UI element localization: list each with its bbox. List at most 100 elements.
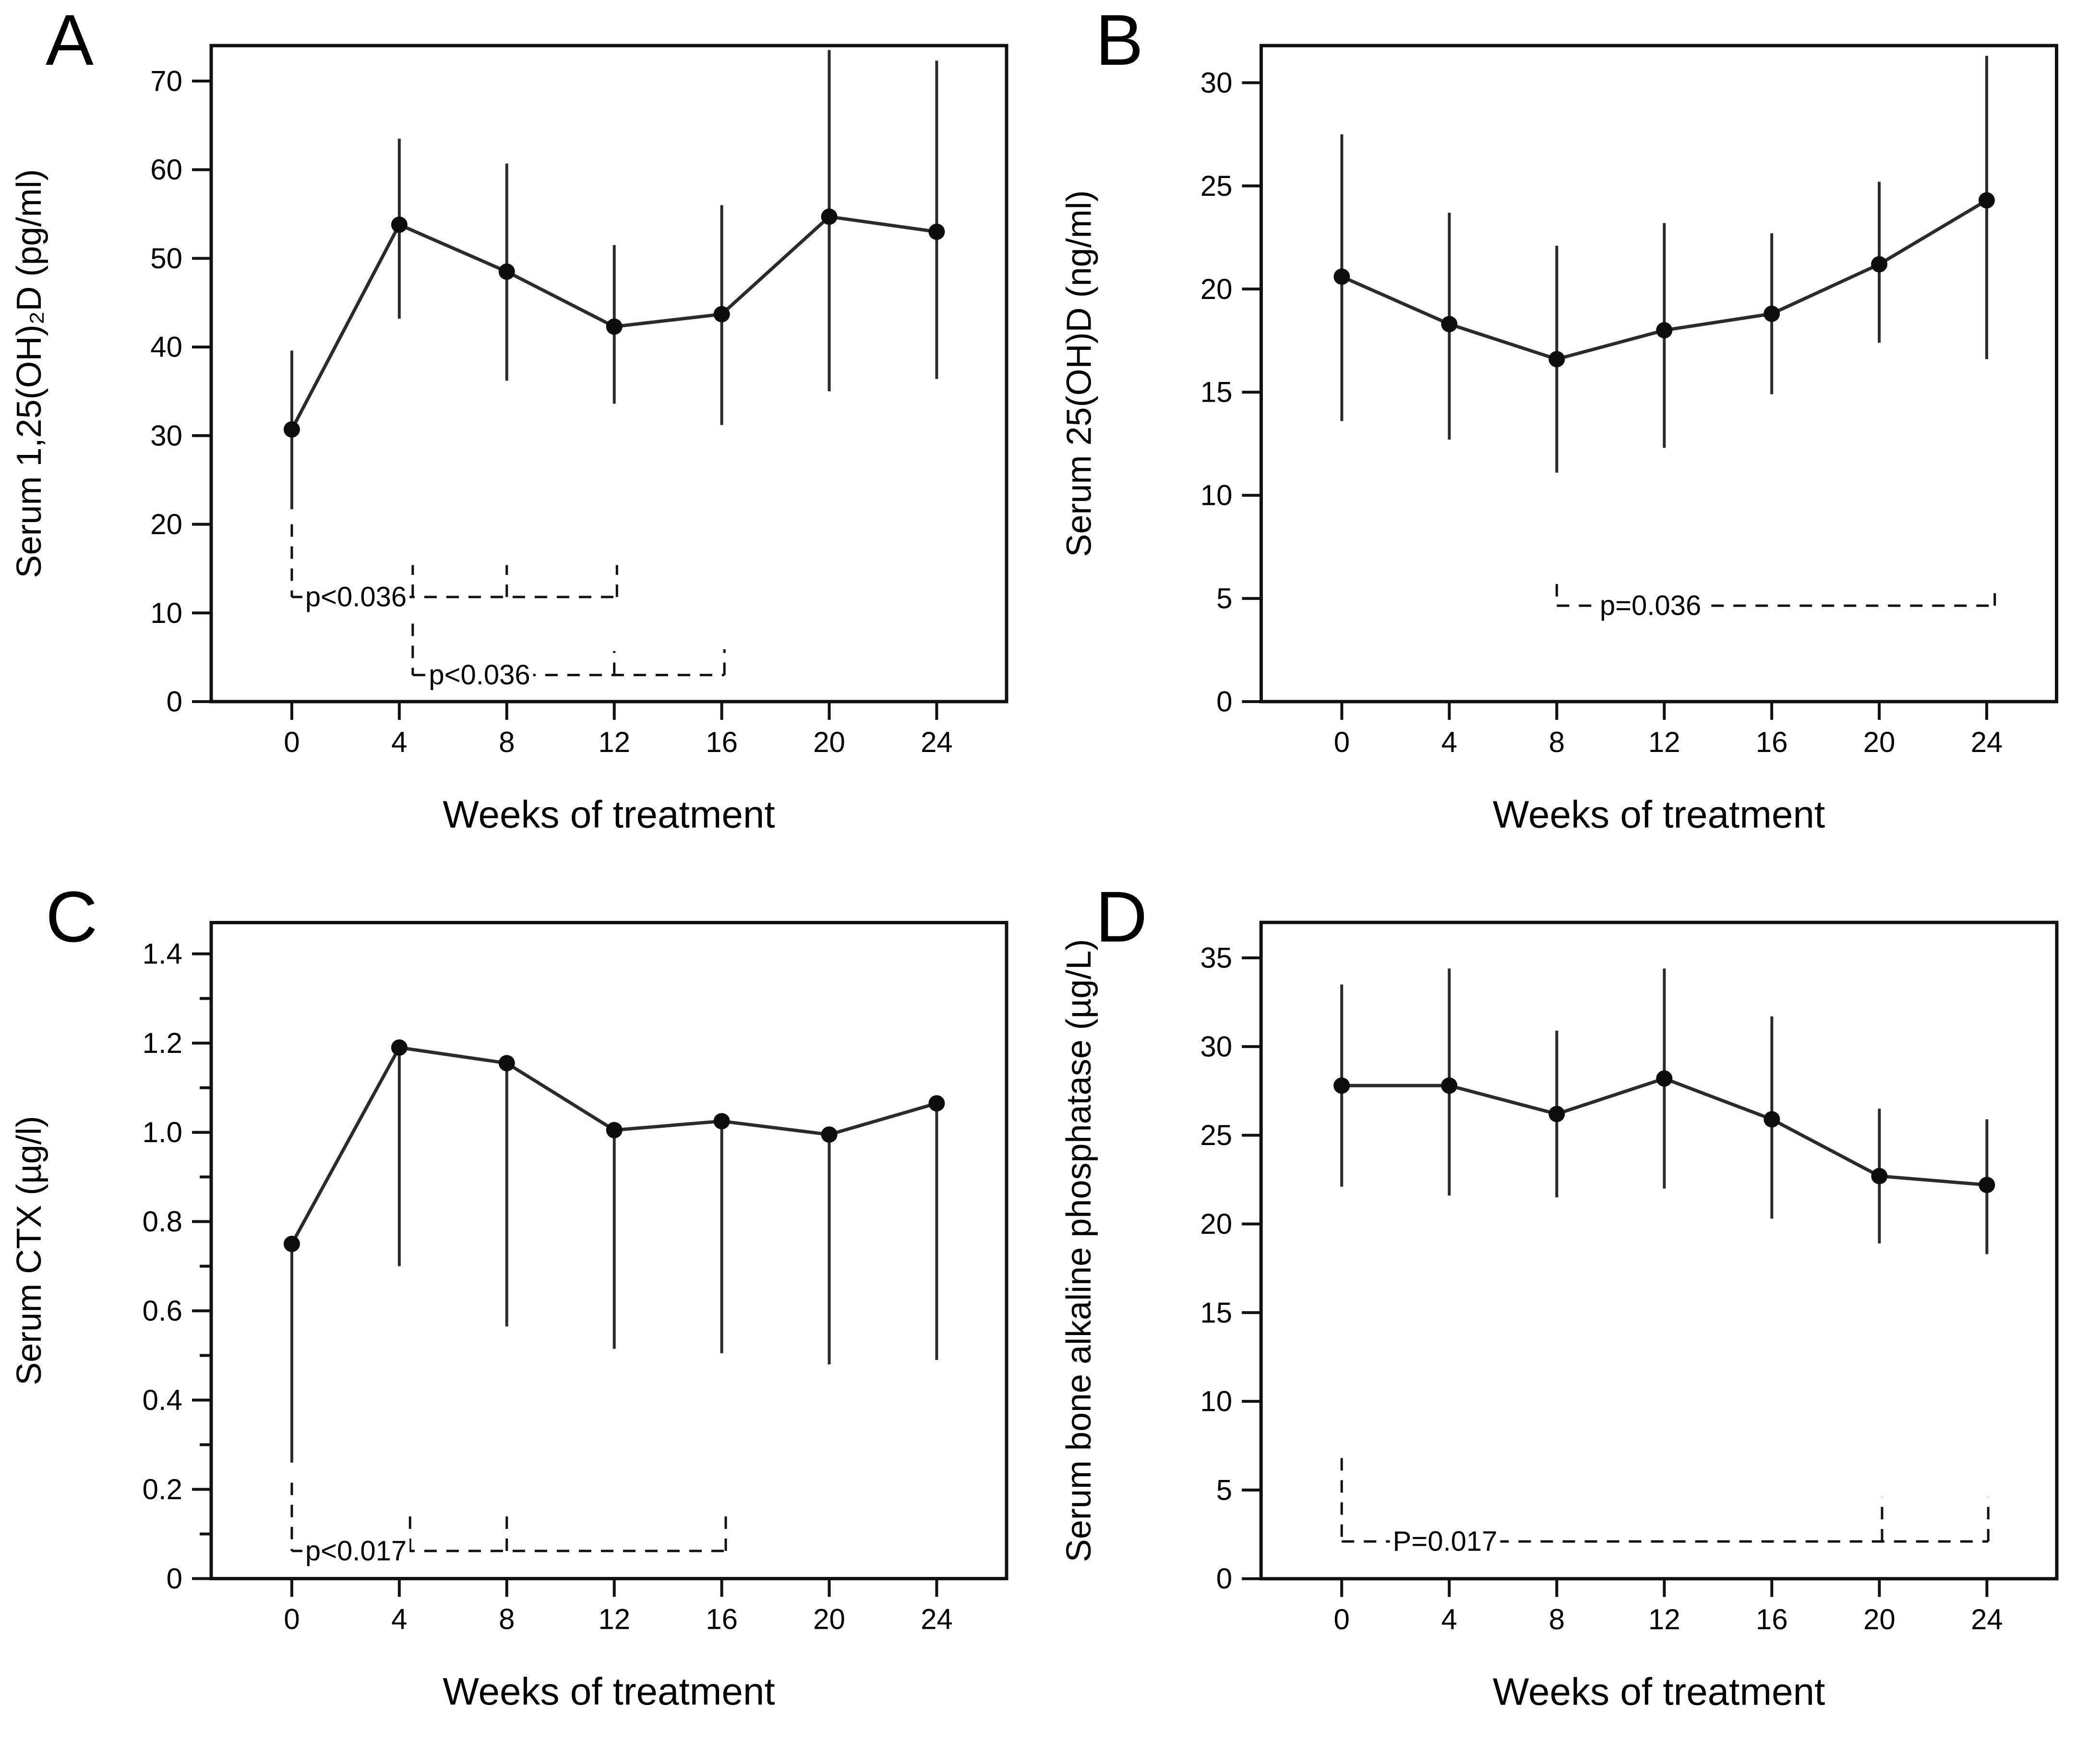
p-value-label-backing — [1390, 1526, 1500, 1557]
data-point-marker — [821, 1126, 838, 1143]
data-point-marker — [713, 1113, 730, 1130]
data-point-marker — [1441, 316, 1458, 333]
x-tick-label: 12 — [1648, 1603, 1680, 1635]
data-point-marker — [1548, 351, 1565, 368]
data-point-marker — [1871, 256, 1888, 273]
data-point-marker — [713, 306, 730, 322]
tick-labels: 0 5 10 15 20 25 30 35 0 4 8 12 16 20 24 — [1200, 942, 2003, 1635]
x-tick-label: 0 — [1334, 1603, 1350, 1635]
y-tick-label: 35 — [1200, 942, 1232, 974]
y-tick-label: 70 — [150, 65, 182, 97]
panel-d-letter: D — [1095, 876, 1148, 957]
p-value-label: p=0.036 — [1600, 590, 1701, 621]
y-tick-label: 30 — [150, 419, 182, 452]
data-point-marker — [1871, 1168, 1888, 1184]
y-axis-title: Serum CTX (µg/l) — [10, 1116, 48, 1385]
x-tick-label: 4 — [1441, 726, 1457, 758]
x-tick-label: 20 — [813, 726, 845, 758]
x-tick-label: 16 — [1756, 1603, 1788, 1635]
x-axis-title: Weeks of treatment — [1493, 1670, 1825, 1713]
y-tick-label: 25 — [1200, 170, 1233, 202]
x-tick-label: 12 — [1648, 726, 1680, 758]
y-tick-label: 5 — [1216, 583, 1232, 615]
y-tick-label: 5 — [1216, 1474, 1232, 1506]
data-point-marker — [1333, 1077, 1350, 1094]
panel-c-chart: 0 0.2 0.4 0.6 0.8 1.0 1.2 1.4 0 4 8 12 16 20 24 Weeks o… — [10, 921, 1008, 1713]
data-point-marker — [1978, 192, 1995, 209]
p-value-label-backing — [426, 659, 533, 691]
data-point-marker — [283, 1236, 300, 1253]
x-tick-label: 8 — [1549, 726, 1565, 758]
y-tick-label: 1.0 — [143, 1116, 182, 1148]
data-points — [283, 208, 945, 438]
x-tick-label: 0 — [284, 1603, 300, 1635]
x-tick-label: 4 — [391, 726, 407, 758]
x-tick-label: 24 — [921, 726, 953, 758]
x-axis-title: Weeks of treatment — [443, 793, 775, 836]
x-tick-label: 4 — [391, 1603, 407, 1635]
axes — [192, 44, 1008, 720]
data-point-marker — [606, 1122, 623, 1138]
error-bars — [290, 50, 938, 510]
x-tick-label: 8 — [499, 1603, 515, 1635]
x-tick-label: 20 — [1863, 1603, 1896, 1635]
panel-c-letter: C — [46, 876, 98, 957]
panel-c: C 0 0.2 0.4 0.6 0.8 1.0 1.2 1.4 0 4 8 12 16 20 24 Weeks… — [0, 877, 1050, 1754]
y-tick-label: 10 — [150, 597, 182, 629]
data-point-marker — [928, 1095, 945, 1112]
error-bars — [290, 1047, 938, 1463]
x-tick-label: 8 — [499, 726, 515, 758]
x-tick-label: 20 — [813, 1603, 845, 1635]
x-tick-label: 16 — [706, 1603, 738, 1635]
y-tick-label: 15 — [1200, 376, 1233, 408]
y-axis-title: Serum 1,25(OH)₂D (pg/ml) — [10, 169, 48, 578]
y-tick-label: 20 — [1200, 1208, 1232, 1240]
y-axis-title: Serum 25(OH)D (ng/ml) — [1060, 190, 1099, 557]
y-tick-label: 0 — [1216, 1563, 1232, 1595]
axes — [1242, 920, 2059, 1597]
x-tick-label: 24 — [921, 1603, 953, 1635]
p-value-label-backing — [302, 581, 410, 613]
panel-a-letter: A — [46, 0, 94, 80]
y-tick-label: 1.4 — [143, 938, 182, 970]
error-bars — [1340, 56, 1988, 473]
axes — [192, 921, 1008, 1597]
p-value-label: p<0.017 — [305, 1535, 407, 1566]
y-tick-label: 0.8 — [143, 1205, 182, 1238]
y-tick-label: 30 — [1200, 1030, 1232, 1062]
x-tick-label: 24 — [1971, 726, 2003, 758]
x-tick-label: 12 — [598, 726, 630, 758]
x-tick-label: 24 — [1971, 1603, 2003, 1635]
panel-b-chart: 0 5 10 15 20 25 30 0 4 8 12 16 20 24 Weeks of treatmen… — [1060, 44, 2058, 836]
tick-labels: 0 0.2 0.4 0.6 0.8 1.0 1.2 1.4 0 4 8 12 16 20 24 — [143, 938, 953, 1635]
x-tick-label: 12 — [598, 1603, 630, 1635]
y-tick-label: 1.2 — [143, 1027, 182, 1059]
panel-a: A 0 10 20 30 40 50 60 70 0 4 8 12 16 20 24 Weeks of tre… — [0, 0, 1050, 877]
x-axis-title: Weeks of treatment — [443, 1670, 775, 1713]
panel-b-letter: B — [1095, 0, 1144, 80]
data-point-marker — [391, 216, 408, 233]
panel-a-chart: 0 10 20 30 40 50 60 70 0 4 8 12 16 20 24 Weeks of treat… — [10, 44, 1008, 836]
x-tick-label: 0 — [284, 726, 300, 758]
p-value-label-backing — [302, 1535, 410, 1567]
p-value-label: p<0.036 — [429, 659, 530, 691]
data-point-marker — [1764, 1111, 1780, 1128]
axes — [1242, 44, 2058, 720]
y-tick-label: 20 — [1200, 273, 1233, 305]
data-point-marker — [1333, 268, 1350, 285]
data-point-marker — [928, 223, 945, 240]
x-tick-label: 16 — [706, 726, 738, 758]
data-point-marker — [1979, 1177, 1995, 1193]
y-tick-label: 25 — [1200, 1119, 1232, 1151]
data-point-marker — [1764, 305, 1780, 322]
y-tick-label: 60 — [150, 154, 182, 186]
y-tick-label: 0.2 — [143, 1473, 182, 1505]
x-tick-label: 0 — [1334, 726, 1350, 758]
y-tick-label: 10 — [1200, 479, 1233, 512]
y-tick-label: 20 — [150, 508, 182, 540]
y-tick-label: 15 — [1200, 1297, 1232, 1329]
data-points — [1333, 192, 1995, 368]
x-tick-label: 4 — [1441, 1603, 1457, 1635]
data-point-marker — [1548, 1106, 1565, 1122]
